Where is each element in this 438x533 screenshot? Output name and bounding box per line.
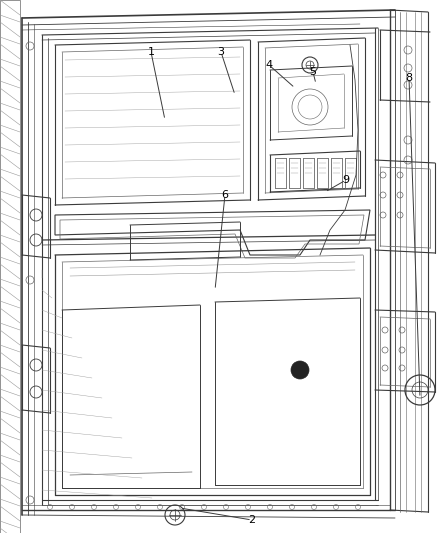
Text: 2: 2: [248, 515, 255, 525]
Text: 4: 4: [265, 60, 272, 70]
Circle shape: [291, 361, 309, 379]
Text: 5: 5: [310, 67, 317, 77]
Text: 6: 6: [222, 190, 229, 200]
Text: 8: 8: [406, 73, 413, 83]
Text: 9: 9: [343, 175, 350, 185]
Text: 3: 3: [218, 47, 225, 57]
Text: 1: 1: [148, 47, 155, 57]
